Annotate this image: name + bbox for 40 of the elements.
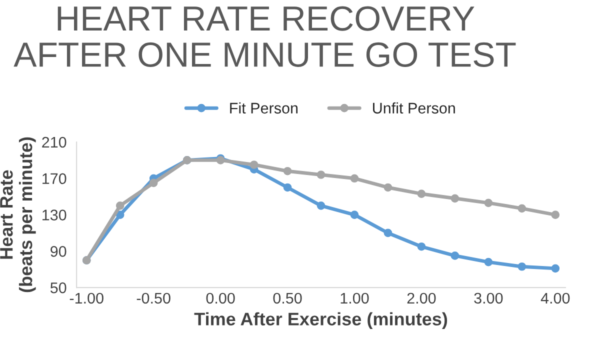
point	[116, 210, 124, 219]
point	[551, 264, 560, 273]
x-tick-label: 0.00	[206, 292, 235, 304]
x-tick-label: 1.00	[340, 292, 369, 304]
point	[116, 202, 124, 210]
point	[316, 170, 326, 179]
point	[484, 258, 493, 266]
point	[417, 242, 426, 251]
point	[283, 166, 292, 176]
point	[417, 190, 426, 198]
chart-title: HEART RATE RECOVERY AFTER ONE MINUTE GO TEST	[14, 6, 516, 67]
point	[350, 174, 359, 183]
point	[250, 160, 258, 169]
y-tick-label: 130	[42, 210, 66, 220]
point	[450, 252, 460, 260]
legend-label: Unfit Person	[373, 102, 455, 114]
x-tick-label: 4.00	[540, 292, 570, 304]
point	[283, 183, 292, 192]
x-tick-label: 3.00	[474, 292, 503, 304]
x-tick-label: 2.00	[407, 292, 436, 304]
y-tick-label: 210	[42, 136, 66, 148]
y-axis-title: Heart Rate (beats per minute)	[0, 137, 36, 292]
y-tick-label: 90	[50, 246, 66, 257]
point	[350, 210, 359, 219]
point	[518, 204, 526, 213]
x-tick-label: 0.50	[273, 292, 302, 304]
point	[450, 194, 460, 203]
x-tick-label: -0.50	[136, 292, 170, 304]
point	[551, 210, 560, 219]
point	[518, 262, 526, 271]
x-tick-label: -1.00	[70, 292, 104, 304]
point	[316, 202, 326, 210]
x-axis-title: Time After Exercise (minutes)	[194, 312, 448, 330]
legend-label: Fit Person	[230, 102, 298, 114]
y-tick-label: 50	[50, 282, 66, 294]
point	[484, 198, 493, 208]
point	[149, 178, 158, 188]
y-tick-label: 170	[42, 173, 66, 184]
point	[384, 228, 392, 238]
point	[384, 183, 392, 192]
